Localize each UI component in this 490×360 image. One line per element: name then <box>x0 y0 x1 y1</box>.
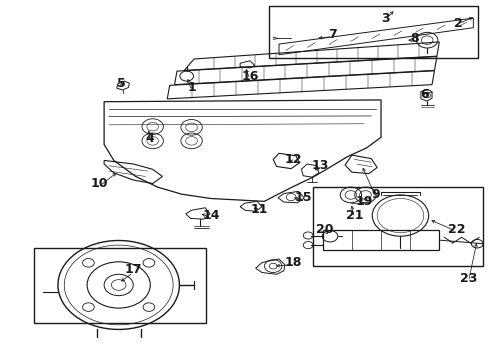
Bar <box>313 187 483 266</box>
Text: 11: 11 <box>251 203 269 216</box>
Text: 7: 7 <box>328 28 337 41</box>
Text: 13: 13 <box>312 159 329 172</box>
Text: 6: 6 <box>420 88 429 101</box>
Text: 12: 12 <box>285 153 302 166</box>
Text: 16: 16 <box>241 70 259 83</box>
Bar <box>34 248 206 323</box>
Text: 20: 20 <box>317 222 334 235</box>
Text: 2: 2 <box>454 17 463 30</box>
Text: 5: 5 <box>117 77 125 90</box>
Text: 17: 17 <box>124 263 142 276</box>
Text: 15: 15 <box>294 191 312 204</box>
Bar <box>270 6 478 58</box>
Text: 22: 22 <box>447 222 465 235</box>
Text: 1: 1 <box>187 81 196 94</box>
Text: 10: 10 <box>91 177 108 190</box>
Text: 8: 8 <box>411 32 419 45</box>
Text: 4: 4 <box>146 131 155 144</box>
Text: 18: 18 <box>285 256 302 269</box>
Text: 3: 3 <box>382 12 390 24</box>
Text: 19: 19 <box>355 195 373 208</box>
Text: 21: 21 <box>345 209 363 222</box>
Text: 9: 9 <box>372 188 381 202</box>
Text: 23: 23 <box>460 273 477 285</box>
Bar <box>323 230 440 251</box>
Text: 14: 14 <box>202 209 220 222</box>
